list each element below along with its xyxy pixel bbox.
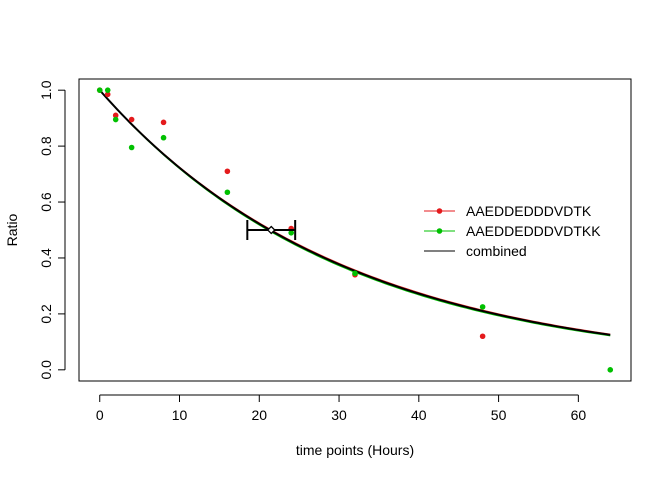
x-tick-label: 50 [491,407,507,423]
legend-label-combined: combined [466,243,527,259]
x-tick-label: 40 [411,407,427,423]
half-life-point [266,225,276,235]
legend-label-aaeddedddvdtk: AAEDDEDDDVDTK [466,203,592,219]
y-tick-label: 0.6 [38,192,54,212]
x-tick-label: 10 [172,407,188,423]
y-axis-label: Ratio [4,213,20,246]
data-point-aaeddedddvdtkk [479,304,486,310]
y-tick-label: 1.0 [38,80,54,100]
legend-marker-aaeddedddvdtkk [436,228,443,234]
x-axis: 0 10 20 30 40 50 60 [96,394,587,423]
plot-frame [78,78,632,382]
data-point-aaeddedddvdtk [479,333,486,340]
data-point-aaeddedddvdtkk [288,229,294,236]
legend-label-aaeddedddvdtkk: AAEDDEDDDVDTKK [466,223,601,239]
data-point-aaeddedddvdtkk [224,189,231,196]
x-tick-label: 20 [251,407,267,423]
data-point-aaeddedddvdtkk [128,144,135,151]
half-life-marker [246,220,297,240]
y-tick-label: 0.4 [38,248,54,268]
data-point-aaeddedddvdtk [104,91,111,98]
data-point-aaeddedddvdtk [128,116,135,123]
data-point-aaeddedddvdtk [112,112,119,119]
y-tick-label: 0.0 [38,360,54,380]
y-axis: 0.0 0.2 0.4 0.6 0.8 1.0 [38,80,66,380]
legend-marker-aaeddedddvdtk [436,208,443,214]
data-point-aaeddedddvdtk [160,119,167,126]
x-axis-label: time points (Hours) [296,442,414,458]
data-point-aaeddedddvdtk [224,168,231,175]
y-tick-label: 0.2 [38,304,54,324]
y-tick-label: 0.8 [38,136,54,156]
x-tick-label: 30 [331,407,347,423]
data-point-aaeddedddvdtkk [607,367,614,373]
data-point-aaeddedddvdtkk [112,116,119,123]
x-tick-label: 0 [96,407,104,423]
data-point-aaeddedddvdtkk [96,87,103,93]
data-point-aaeddedddvdtkk [104,87,111,93]
x-tick-label: 60 [571,407,587,423]
data-point-aaeddedddvdtkk [160,134,167,141]
data-point-aaeddedddvdtkk [352,270,358,277]
legend: AAEDDEDDDVDTK AAEDDEDDDVDTKK combined [424,203,601,259]
